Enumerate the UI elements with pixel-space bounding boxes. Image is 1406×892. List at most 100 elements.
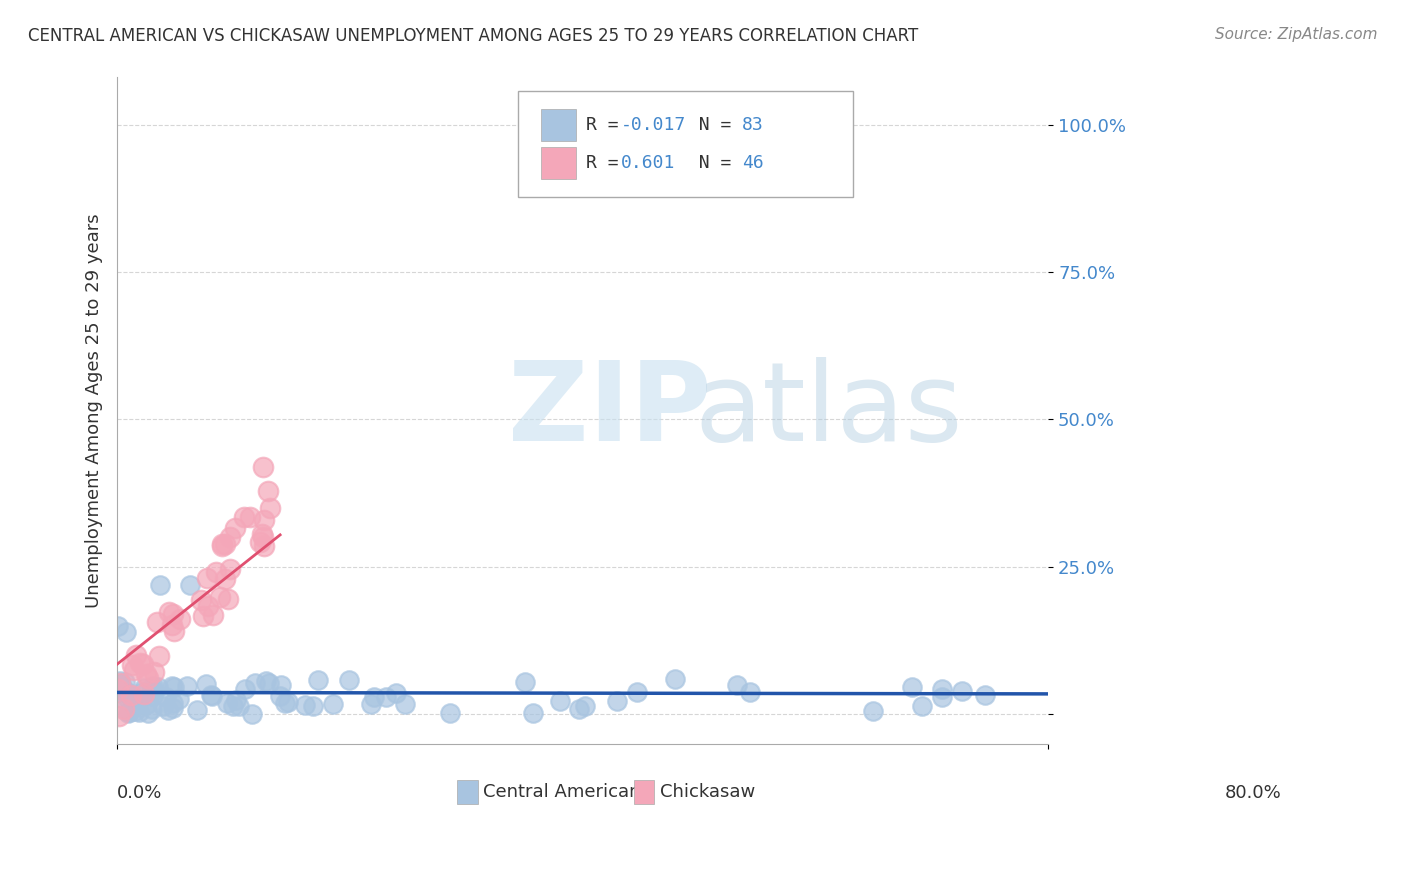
Point	[522, 706, 544, 720]
Bar	[634, 780, 654, 804]
Point	[149, 577, 172, 591]
Point	[143, 665, 166, 679]
Point	[384, 686, 406, 700]
Point	[115, 685, 138, 699]
Point	[132, 681, 155, 695]
Point	[274, 696, 297, 710]
Point	[222, 699, 245, 714]
Point	[162, 679, 184, 693]
Point	[162, 607, 184, 621]
Point	[242, 707, 264, 722]
Point	[574, 698, 596, 713]
Text: atlas: atlas	[695, 357, 963, 464]
Point	[337, 673, 360, 688]
Text: 83: 83	[742, 116, 763, 134]
Point	[862, 704, 884, 718]
Point	[108, 674, 131, 689]
Point	[122, 663, 145, 677]
FancyBboxPatch shape	[517, 91, 853, 197]
Point	[156, 703, 179, 717]
Point	[155, 690, 177, 704]
Point	[135, 667, 157, 681]
Point	[252, 539, 274, 553]
Point	[124, 704, 146, 718]
Point	[725, 678, 748, 692]
Point	[911, 698, 934, 713]
Point	[201, 690, 224, 704]
Point	[141, 701, 163, 715]
Point	[162, 680, 184, 694]
Point	[117, 706, 139, 721]
Text: 0.0%: 0.0%	[117, 784, 163, 802]
Point	[738, 685, 761, 699]
Point	[228, 699, 250, 714]
Text: R =: R =	[585, 153, 628, 172]
Point	[253, 513, 276, 527]
Point	[169, 692, 191, 706]
Text: ZIP: ZIP	[508, 357, 711, 464]
Point	[136, 672, 159, 686]
Point	[973, 689, 995, 703]
Point	[931, 681, 953, 696]
Point	[195, 571, 218, 585]
Point	[209, 590, 232, 604]
Point	[322, 698, 344, 712]
Text: Source: ZipAtlas.com: Source: ZipAtlas.com	[1215, 27, 1378, 42]
Point	[159, 605, 181, 619]
Bar	[541, 109, 576, 141]
Bar	[457, 780, 478, 804]
Point	[162, 700, 184, 714]
Point	[375, 690, 398, 704]
Text: Central Americans: Central Americans	[484, 783, 650, 801]
Point	[136, 697, 159, 711]
Point	[931, 690, 953, 704]
Point	[108, 675, 131, 690]
Point	[249, 535, 271, 549]
Point	[302, 698, 325, 713]
Point	[269, 689, 291, 703]
Point	[211, 539, 233, 553]
Point	[118, 689, 141, 703]
Point	[141, 682, 163, 697]
Point	[243, 675, 266, 690]
Point	[131, 685, 153, 699]
Point	[107, 619, 129, 633]
Point	[218, 530, 240, 544]
Point	[148, 649, 170, 664]
Point	[145, 615, 167, 629]
Point	[215, 696, 238, 710]
Point	[250, 527, 273, 541]
Point	[115, 685, 138, 699]
Point	[626, 685, 648, 699]
Text: CENTRAL AMERICAN VS CHICKASAW UNEMPLOYMENT AMONG AGES 25 TO 29 YEARS CORRELATION: CENTRAL AMERICAN VS CHICKASAW UNEMPLOYME…	[28, 27, 918, 45]
Point	[548, 694, 571, 708]
Point	[132, 688, 155, 702]
Point	[121, 658, 143, 673]
Point	[515, 675, 537, 690]
Point	[197, 599, 219, 613]
Point	[568, 702, 591, 716]
Point	[120, 688, 142, 702]
Point	[664, 673, 686, 687]
Point	[200, 688, 222, 702]
Point	[107, 708, 129, 723]
Point	[211, 537, 233, 551]
Text: Chickasaw: Chickasaw	[659, 783, 755, 801]
Point	[112, 701, 135, 715]
Point	[110, 676, 132, 690]
Point	[252, 530, 274, 544]
Point	[190, 593, 212, 607]
Point	[179, 577, 201, 591]
Point	[259, 675, 281, 690]
Point	[254, 673, 277, 688]
Point	[224, 521, 246, 535]
Y-axis label: Unemployment Among Ages 25 to 29 years: Unemployment Among Ages 25 to 29 years	[86, 213, 103, 608]
Point	[110, 690, 132, 705]
Point	[117, 692, 139, 706]
Point	[307, 673, 329, 687]
Point	[114, 675, 136, 690]
Point	[122, 696, 145, 710]
Point	[122, 698, 145, 713]
Point	[239, 510, 262, 524]
Point	[901, 681, 924, 695]
